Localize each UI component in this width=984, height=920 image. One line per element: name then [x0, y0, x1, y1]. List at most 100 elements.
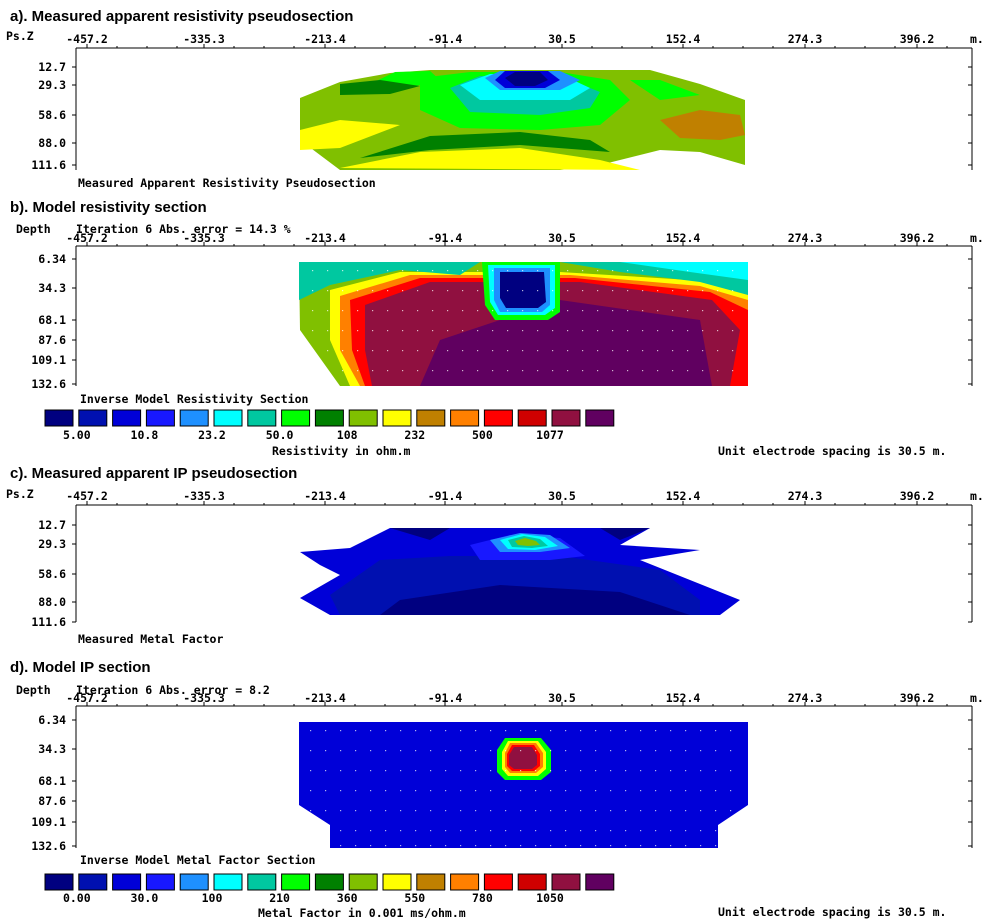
mesh-point: [370, 845, 372, 847]
metal-legend-swatch: [314, 873, 344, 891]
mesh-point: [732, 330, 734, 332]
mesh-point: [462, 270, 464, 272]
mesh-point: [312, 370, 314, 372]
panel-c-x-tick-label: -213.4: [304, 489, 346, 503]
metal-legend-swatch: [551, 873, 581, 891]
metal-legend-label: 30.0: [131, 891, 159, 905]
mesh-point: [522, 290, 524, 292]
mesh-point: [460, 790, 462, 792]
mesh-point: [715, 750, 717, 752]
resistivity-legend-label: 108: [337, 428, 358, 442]
panel-a-x-tick-label: -213.4: [304, 32, 346, 46]
mesh-point: [372, 270, 374, 272]
mesh-point: [522, 370, 524, 372]
mesh-point: [477, 310, 479, 312]
panel-b-band-6: [420, 300, 712, 386]
mesh-point: [402, 330, 404, 332]
mesh-point: [685, 845, 687, 847]
mesh-point: [595, 810, 597, 812]
mesh-point: [312, 350, 314, 352]
panel-a-band-11: [505, 72, 548, 86]
mesh-point: [385, 750, 387, 752]
mesh-point: [477, 350, 479, 352]
mesh-point: [477, 370, 479, 372]
mesh-point: [370, 830, 372, 832]
resistivity-legend-swatch: [551, 409, 581, 427]
mesh-point: [567, 370, 569, 372]
mesh-point: [340, 730, 342, 732]
mesh-point: [580, 810, 582, 812]
mesh-point: [402, 370, 404, 372]
mesh-point: [552, 270, 554, 272]
mesh-point: [700, 770, 702, 772]
mesh-point: [355, 810, 357, 812]
panel-c-x-tick-label: -91.4: [428, 489, 463, 503]
mesh-point: [672, 370, 674, 372]
mesh-point: [640, 810, 642, 812]
resistivity-legend-swatch: [78, 409, 108, 427]
resistivity-legend-colorbar: 5.00 10.8 23.2 50.0 108 232 500 1077: [44, 409, 615, 442]
mesh-point: [640, 790, 642, 792]
mesh-point: [717, 350, 719, 352]
mesh-point: [402, 290, 404, 292]
mesh-point: [550, 770, 552, 772]
mesh-point: [537, 290, 539, 292]
metal-legend-swatch: [483, 873, 513, 891]
resistivity-legend-swatch: [585, 409, 615, 427]
mesh-point: [462, 370, 464, 372]
mesh-point: [475, 750, 477, 752]
mesh-point: [717, 290, 719, 292]
mesh-point: [597, 290, 599, 292]
resistivity-unit-note: Unit electrode spacing is 30.5 m.: [718, 444, 947, 458]
mesh-point: [475, 845, 477, 847]
mesh-point: [522, 350, 524, 352]
mesh-point: [505, 770, 507, 772]
mesh-point: [312, 290, 314, 292]
panel-b-iteration: Iteration 6 Abs. error = 14.3 %: [76, 222, 291, 236]
mesh-point: [612, 270, 614, 272]
panel-c-x-tick-label: -457.2: [66, 489, 108, 503]
mesh-point: [612, 290, 614, 292]
mesh-point: [567, 270, 569, 272]
mesh-point: [357, 350, 359, 352]
panel-d-depth-label: 6.34: [38, 713, 66, 727]
mesh-point: [640, 830, 642, 832]
metal-legend-swatch: [585, 873, 615, 891]
resistivity-legend-swatch: [517, 409, 547, 427]
mesh-point: [415, 750, 417, 752]
mesh-point: [312, 270, 314, 272]
panel-c-axis-label: Ps.Z: [6, 487, 34, 501]
mesh-point: [552, 370, 554, 372]
panel-c-axes: -457.2 -335.3 -213.4 -91.4 30.5 152.4 274.3 396…: [31, 489, 983, 629]
mesh-point: [715, 730, 717, 732]
mesh-point: [490, 810, 492, 812]
mesh-point: [492, 370, 494, 372]
mesh-point: [717, 310, 719, 312]
mesh-point: [430, 770, 432, 772]
panel-d-caption: Inverse Model Metal Factor Section: [80, 853, 316, 867]
mesh-point: [522, 310, 524, 312]
panel-b-x-tick-label: 152.4: [666, 231, 701, 245]
panel-d-x-tick-label: -91.4: [428, 691, 463, 705]
mesh-point: [505, 810, 507, 812]
metal-legend-swatch: [179, 873, 209, 891]
mesh-point: [580, 750, 582, 752]
mesh-point: [522, 330, 524, 332]
mesh-point: [685, 830, 687, 832]
mesh-point: [505, 830, 507, 832]
mesh-point: [387, 270, 389, 272]
panel-b-title: b). Model resistivity section: [10, 199, 207, 216]
mesh-point: [580, 770, 582, 772]
mesh-point: [432, 350, 434, 352]
mesh-point: [492, 290, 494, 292]
mesh-point: [670, 750, 672, 752]
mesh-point: [685, 770, 687, 772]
metal-legend-swatch: [382, 873, 412, 891]
resistivity-legend-label: 1077: [536, 428, 564, 442]
panel-c-plot: [300, 528, 740, 615]
mesh-point: [430, 750, 432, 752]
panel-a-band-14: [630, 80, 700, 100]
mesh-point: [565, 770, 567, 772]
mesh-point: [325, 830, 327, 832]
mesh-point: [550, 790, 552, 792]
